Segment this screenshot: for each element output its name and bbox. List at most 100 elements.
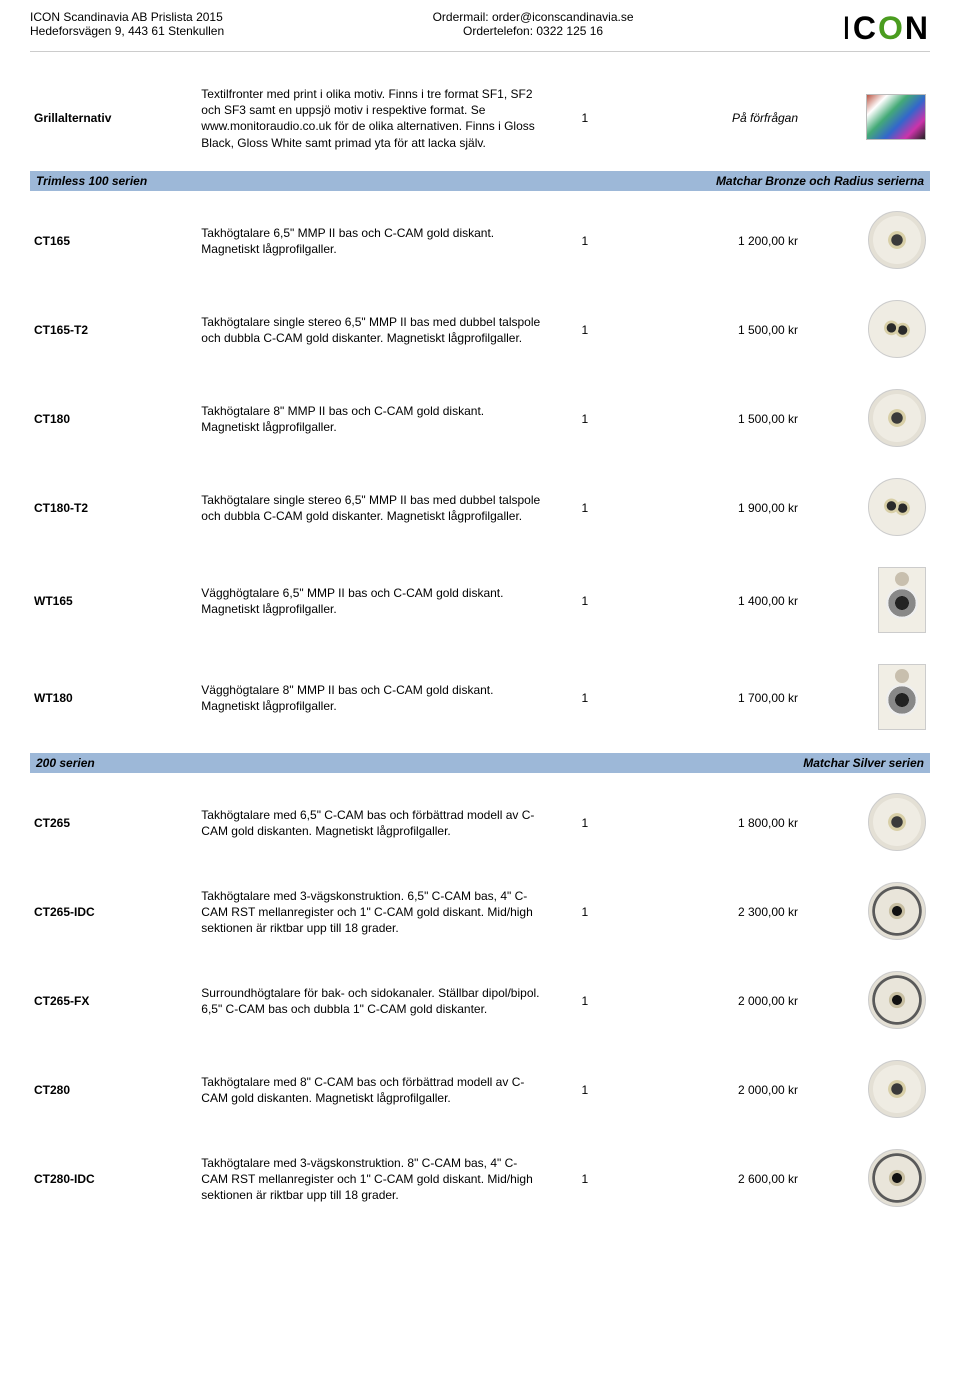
product-row: CT180 Takhögtalare 8" MMP II bas och C-C…	[30, 375, 930, 464]
product-thumb-cell	[808, 478, 926, 539]
product-name: CT265-FX	[34, 994, 191, 1008]
product-row: CT280-IDC Takhögtalare med 3-vägskonstru…	[30, 1135, 930, 1224]
header-left: ICON Scandinavia AB Prislista 2015 Hedef…	[30, 10, 224, 38]
product-thumb	[868, 793, 926, 851]
product-desc: Vägghögtalare 6,5" MMP II bas och C-CAM …	[201, 585, 542, 617]
header-right: ICON	[842, 10, 930, 47]
product-row: WT180 Vägghögtalare 8" MMP II bas och C-…	[30, 650, 930, 747]
product-qty: 1	[552, 501, 618, 515]
logo-part-c: C	[853, 10, 878, 46]
product-desc: Takhögtalare med 3-vägskonstruktion. 6,5…	[201, 888, 542, 937]
product-thumb-cell	[808, 793, 926, 854]
header-center: Ordermail: order@iconscandinavia.se Orde…	[433, 10, 634, 38]
product-qty: 1	[552, 994, 618, 1008]
product-thumb-cell	[808, 567, 926, 636]
product-thumb-cell	[808, 1060, 926, 1121]
product-thumb-cell	[808, 211, 926, 272]
product-price: 1 500,00 kr	[628, 412, 798, 426]
section-header-200: 200 serien Matchar Silver serien	[30, 753, 930, 773]
product-name: Grillalternativ	[34, 111, 191, 125]
product-thumb	[868, 211, 926, 269]
product-price: 1 800,00 kr	[628, 816, 798, 830]
product-desc: Takhögtalare single stereo 6,5" MMP II b…	[201, 492, 542, 524]
product-thumb	[878, 567, 926, 633]
logo-part-n: N	[905, 10, 930, 46]
product-thumb	[868, 300, 926, 358]
product-thumb-cell	[808, 882, 926, 943]
product-row: CT165-T2 Takhögtalare single stereo 6,5"…	[30, 286, 930, 375]
product-desc: Textilfronter med print i olika motiv. F…	[201, 86, 542, 151]
product-price: 1 200,00 kr	[628, 234, 798, 248]
logo-part-i: I	[842, 10, 853, 46]
section-title: 200 serien	[36, 756, 95, 770]
product-desc: Surroundhögtalare för bak- och sidokanal…	[201, 985, 542, 1017]
product-thumb-cell	[808, 300, 926, 361]
product-thumb	[868, 1149, 926, 1207]
product-qty: 1	[552, 905, 618, 919]
logo-part-o: O	[878, 10, 905, 46]
product-name: WT180	[34, 691, 191, 705]
product-row: CT280 Takhögtalare med 8" C-CAM bas och …	[30, 1046, 930, 1135]
product-name: CT165-T2	[34, 323, 191, 337]
product-name: CT280-IDC	[34, 1172, 191, 1186]
product-price: 1 700,00 kr	[628, 691, 798, 705]
page-header: ICON Scandinavia AB Prislista 2015 Hedef…	[30, 10, 930, 52]
product-price: 2 000,00 kr	[628, 1083, 798, 1097]
product-qty: 1	[552, 691, 618, 705]
product-thumb	[868, 882, 926, 940]
product-qty: 1	[552, 412, 618, 426]
product-qty: 1	[552, 234, 618, 248]
product-qty: 1	[552, 594, 618, 608]
orderphone: Ordertelefon: 0322 125 16	[433, 24, 634, 38]
product-desc: Takhögtalare single stereo 6,5" MMP II b…	[201, 314, 542, 346]
product-row: CT265 Takhögtalare med 6,5" C-CAM bas oc…	[30, 779, 930, 868]
product-row: CT165 Takhögtalare 6,5" MMP II bas och C…	[30, 197, 930, 286]
product-thumb-cell	[808, 971, 926, 1032]
product-thumb	[868, 389, 926, 447]
product-row: CT265-IDC Takhögtalare med 3-vägskonstru…	[30, 868, 930, 957]
company-line1: ICON Scandinavia AB Prislista 2015	[30, 10, 224, 24]
product-thumb	[878, 664, 926, 730]
product-name: CT265	[34, 816, 191, 830]
product-thumb-cell	[808, 389, 926, 450]
product-name: CT265-IDC	[34, 905, 191, 919]
product-price: 2 000,00 kr	[628, 994, 798, 1008]
product-thumb-cell	[808, 1149, 926, 1210]
section-title: Trimless 100 serien	[36, 174, 147, 188]
product-desc: Takhögtalare 8" MMP II bas och C-CAM gol…	[201, 403, 542, 435]
product-name: CT180	[34, 412, 191, 426]
product-thumb	[868, 1060, 926, 1118]
product-thumb	[868, 478, 926, 536]
product-thumb-cell	[808, 94, 926, 143]
product-price: 2 300,00 kr	[628, 905, 798, 919]
product-desc: Takhögtalare med 8" C-CAM bas och förbät…	[201, 1074, 542, 1106]
company-line2: Hedeforsvägen 9, 443 61 Stenkullen	[30, 24, 224, 38]
logo: ICON	[842, 10, 930, 47]
product-row: WT165 Vägghögtalare 6,5" MMP II bas och …	[30, 553, 930, 650]
product-price: 1 400,00 kr	[628, 594, 798, 608]
product-row: Grillalternativ Textilfronter med print …	[30, 72, 930, 165]
product-qty: 1	[552, 323, 618, 337]
product-thumb	[868, 971, 926, 1029]
product-qty: 1	[552, 1083, 618, 1097]
product-desc: Takhögtalare med 3-vägskonstruktion. 8" …	[201, 1155, 542, 1204]
product-desc: Takhögtalare med 6,5" C-CAM bas och förb…	[201, 807, 542, 839]
product-price: På förfrågan	[628, 111, 798, 125]
product-row: CT180-T2 Takhögtalare single stereo 6,5"…	[30, 464, 930, 553]
ordermail: Ordermail: order@iconscandinavia.se	[433, 10, 634, 24]
product-qty: 1	[552, 1172, 618, 1186]
product-name: CT180-T2	[34, 501, 191, 515]
section-subtitle: Matchar Bronze och Radius serierna	[716, 174, 924, 188]
product-thumb	[866, 94, 926, 140]
product-price: 2 600,00 kr	[628, 1172, 798, 1186]
product-desc: Vägghögtalare 8" MMP II bas och C-CAM go…	[201, 682, 542, 714]
product-name: CT280	[34, 1083, 191, 1097]
product-desc: Takhögtalare 6,5" MMP II bas och C-CAM g…	[201, 225, 542, 257]
section-subtitle: Matchar Silver serien	[803, 756, 924, 770]
intro-rows: Grillalternativ Textilfronter med print …	[30, 72, 930, 165]
product-row: CT265-FX Surroundhögtalare för bak- och …	[30, 957, 930, 1046]
product-name: CT165	[34, 234, 191, 248]
section-header-trimless: Trimless 100 serien Matchar Bronze och R…	[30, 171, 930, 191]
product-name: WT165	[34, 594, 191, 608]
section1-rows: CT165 Takhögtalare 6,5" MMP II bas och C…	[30, 197, 930, 747]
